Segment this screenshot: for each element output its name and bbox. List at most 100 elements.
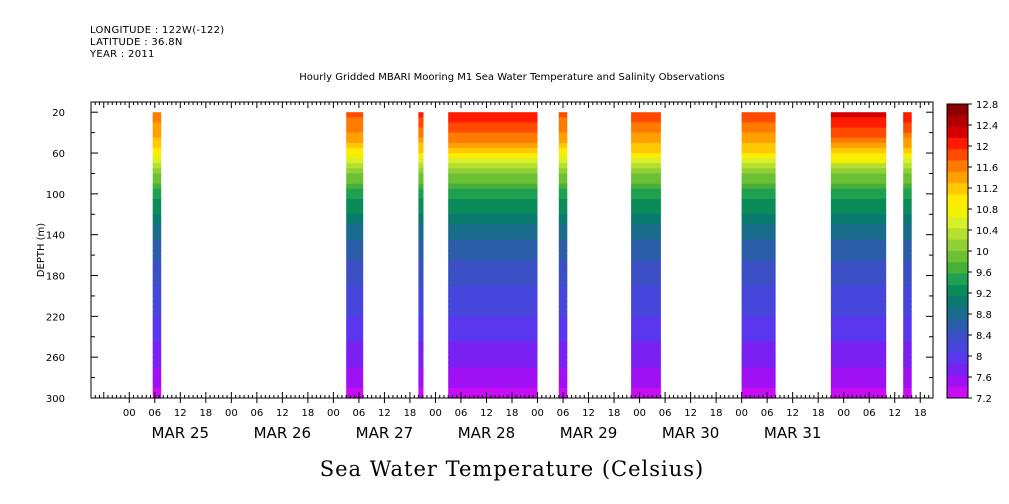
- temperature-cell: [631, 122, 661, 129]
- temperature-cell: [152, 219, 162, 226]
- temperature-cell: [418, 260, 424, 266]
- temperature-cell: [152, 347, 162, 353]
- temperature-cell: [346, 142, 364, 149]
- colorbar-swatch: [947, 149, 968, 162]
- temperature-cell: [830, 219, 887, 226]
- colorbar-swatch: [947, 160, 968, 173]
- temperature-cell: [448, 387, 538, 394]
- x-hour-label: 12: [174, 408, 187, 419]
- temperature-cell: [346, 229, 364, 236]
- temperature-cell: [903, 132, 912, 139]
- temperature-cell: [558, 163, 568, 169]
- y-tick-label: 100: [46, 190, 65, 201]
- temperature-cell: [830, 153, 887, 159]
- temperature-cell: [346, 326, 364, 333]
- colorbar-tick-label: 7.2: [976, 394, 992, 405]
- temperature-cell: [631, 199, 661, 205]
- temperature-cell: [448, 357, 538, 363]
- temperature-cell: [558, 112, 568, 118]
- temperature-cell: [558, 301, 568, 307]
- temperature-cell: [418, 234, 424, 241]
- temperature-cell: [448, 209, 538, 215]
- temperature-cell: [346, 193, 364, 200]
- temperature-cell: [346, 158, 364, 164]
- temperature-cell: [346, 112, 364, 118]
- temperature-cell: [830, 275, 887, 282]
- temperature-cell: [558, 372, 568, 379]
- temperature-cell: [448, 285, 538, 292]
- temperature-cell: [903, 142, 912, 149]
- x-hour-label: 12: [378, 408, 391, 419]
- colorbar-swatch: [947, 239, 968, 252]
- temperature-cell: [903, 326, 912, 333]
- temperature-cell: [418, 372, 424, 379]
- x-hour-label: 00: [735, 408, 748, 419]
- temperature-cell: [741, 321, 776, 328]
- temperature-cell: [418, 280, 424, 287]
- temperature-cell: [631, 142, 661, 149]
- colorbar-tick-label: 12: [976, 142, 989, 153]
- temperature-cell: [558, 117, 568, 123]
- temperature-cell: [448, 367, 538, 374]
- temperature-cell: [558, 387, 568, 394]
- temperature-cell: [631, 377, 661, 384]
- x-hour-label: 06: [761, 408, 774, 419]
- temperature-cell: [631, 158, 661, 164]
- temperature-cell: [830, 387, 887, 394]
- y-tick-label: 60: [52, 149, 65, 160]
- temperature-cell: [418, 193, 424, 200]
- temperature-cell: [448, 326, 538, 333]
- x-hour-label: 12: [480, 408, 493, 419]
- x-hour-label: 18: [404, 408, 417, 419]
- temperature-cell: [448, 352, 538, 358]
- temperature-cell: [558, 336, 568, 343]
- temperature-cell: [152, 214, 162, 220]
- temperature-cell: [631, 290, 661, 297]
- temperature-cell: [903, 117, 912, 123]
- temperature-cell: [631, 168, 661, 174]
- temperature-cell: [418, 270, 424, 277]
- temperature-cell: [152, 362, 162, 368]
- temperature-cell: [741, 132, 776, 139]
- temperature-cell: [346, 306, 364, 312]
- temperature-cell: [830, 137, 887, 144]
- temperature-cell: [346, 367, 364, 374]
- temperature-cell: [346, 255, 364, 261]
- temperature-cell: [152, 265, 162, 271]
- temperature-cell: [903, 362, 912, 368]
- temperature-cell: [152, 306, 162, 312]
- temperature-cell: [448, 260, 538, 266]
- temperature-cell: [631, 188, 661, 195]
- colorbar-swatch: [947, 126, 968, 139]
- temperature-cell: [741, 173, 776, 180]
- temperature-cell: [448, 362, 538, 368]
- temperature-cell: [741, 158, 776, 164]
- temperature-cell: [152, 352, 162, 358]
- temperature-cell: [741, 209, 776, 215]
- temperature-cell: [448, 280, 538, 287]
- temperature-cell: [558, 280, 568, 287]
- colorbar-tick-label: 8: [976, 352, 982, 363]
- temperature-cell: [903, 316, 912, 322]
- temperature-cell: [346, 295, 364, 302]
- temperature-cell: [558, 295, 568, 302]
- x-hour-label: 00: [429, 408, 442, 419]
- temperature-cell: [558, 250, 568, 256]
- temperature-cell: [631, 311, 661, 317]
- temperature-cell: [152, 255, 162, 261]
- colorbar-tick-label: 8.4: [976, 331, 992, 342]
- temperature-cell: [558, 270, 568, 277]
- temperature-cell: [558, 306, 568, 312]
- temperature-cell: [448, 244, 538, 251]
- temperature-cell: [152, 270, 162, 277]
- temperature-cell: [418, 137, 424, 144]
- temperature-cell: [152, 112, 162, 118]
- x-hour-label: 12: [888, 408, 901, 419]
- x-day-label: MAR 27: [356, 424, 413, 442]
- temperature-cell: [346, 265, 364, 271]
- temperature-cell: [558, 224, 568, 231]
- temperature-cell: [558, 347, 568, 353]
- temperature-cell: [558, 316, 568, 322]
- temperature-cell: [418, 224, 424, 231]
- temperature-cell: [418, 295, 424, 302]
